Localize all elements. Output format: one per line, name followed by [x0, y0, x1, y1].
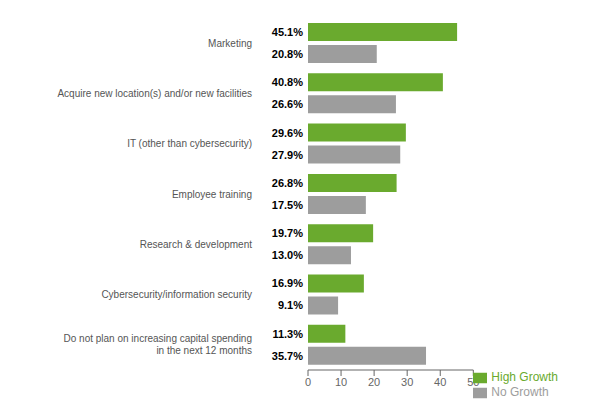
- svg-text:11.3%: 11.3%: [272, 328, 303, 340]
- svg-text:0: 0: [305, 376, 311, 388]
- svg-text:35.7%: 35.7%: [272, 350, 303, 362]
- svg-text:13.0%: 13.0%: [272, 249, 303, 261]
- svg-text:29.6%: 29.6%: [272, 127, 303, 139]
- svg-text:20.8%: 20.8%: [272, 48, 303, 60]
- svg-text:Cybersecurity/information secu: Cybersecurity/information security: [101, 289, 252, 300]
- svg-text:40: 40: [434, 376, 446, 388]
- svg-text:17.5%: 17.5%: [272, 199, 303, 211]
- svg-text:Employee training: Employee training: [172, 189, 252, 200]
- svg-text:Do not plan on increasing capi: Do not plan on increasing capital spendi…: [64, 333, 252, 356]
- svg-text:Acquire new location(s) and/or: Acquire new location(s) and/or new facil…: [57, 88, 252, 99]
- svg-text:45.1%: 45.1%: [272, 26, 303, 38]
- svg-text:30: 30: [401, 376, 413, 388]
- svg-text:9.1%: 9.1%: [278, 299, 303, 311]
- svg-text:IT (other than cybersecurity): IT (other than cybersecurity): [127, 138, 252, 149]
- svg-text:19.7%: 19.7%: [272, 227, 303, 239]
- svg-text:26.8%: 26.8%: [272, 177, 303, 189]
- html-text:High Growth: High Growth: [491, 370, 558, 385]
- svg-text:40.8%: 40.8%: [272, 76, 303, 88]
- svg-text:27.9%: 27.9%: [272, 149, 303, 161]
- svg-text:50: 50: [467, 376, 479, 388]
- html-text:No Growth: No Growth: [491, 385, 549, 400]
- svg-text:Research & development: Research & development: [140, 239, 253, 250]
- svg-text:16.9%: 16.9%: [272, 277, 303, 289]
- svg-text:20: 20: [368, 376, 380, 388]
- svg-text:26.6%: 26.6%: [272, 98, 303, 110]
- svg-text:10: 10: [335, 376, 347, 388]
- svg-text:Marketing: Marketing: [208, 38, 252, 49]
